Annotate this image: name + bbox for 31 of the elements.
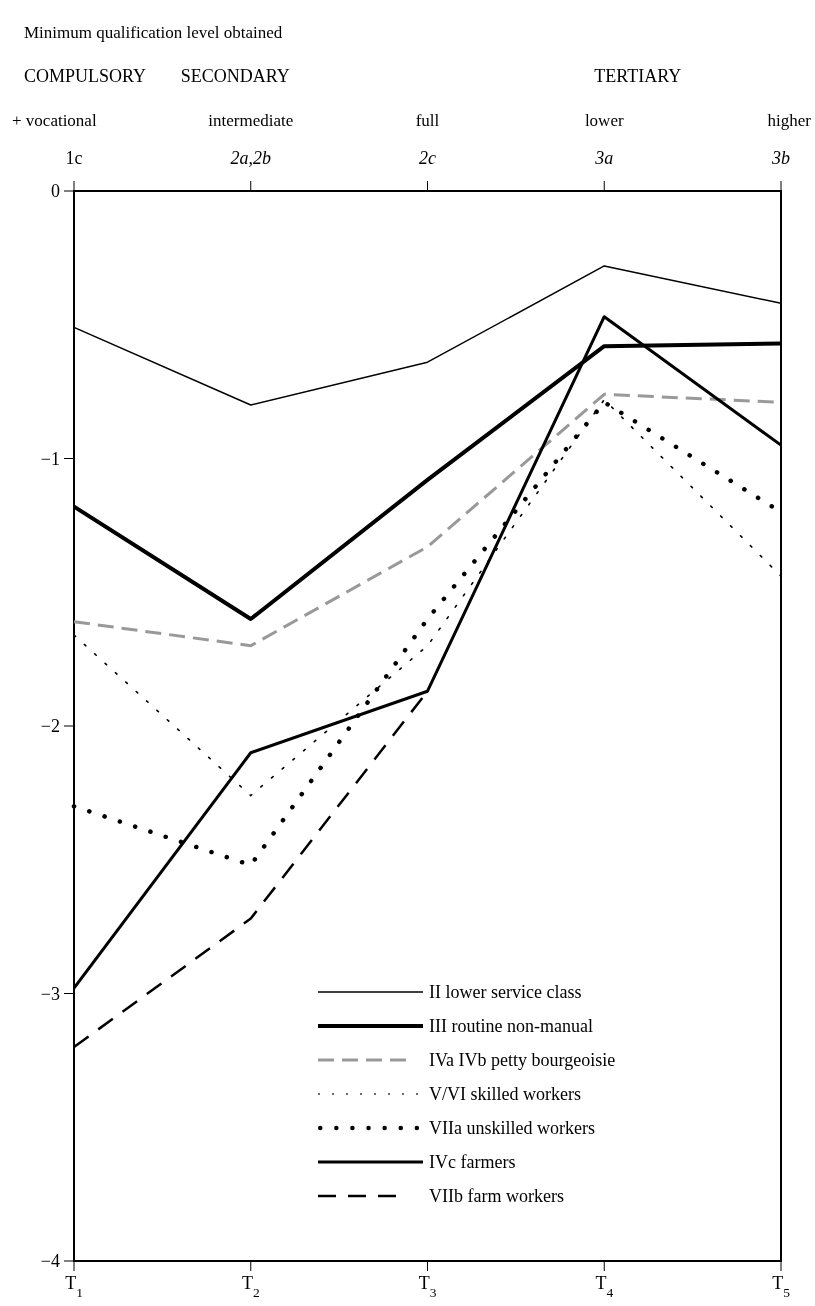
x-tick-label: T$_{1}$: [65, 1273, 83, 1300]
legend-label: III routine non-manual: [429, 1016, 593, 1037]
y-tick-label: −3: [40, 983, 60, 1004]
text: SECONDARY: [180, 66, 290, 86]
legend-label: II lower service class: [429, 982, 582, 1003]
text: TERTIARY: [594, 66, 682, 86]
y-tick-label: −2: [40, 716, 60, 737]
text: intermediate: [208, 111, 294, 130]
x-tick-label: T$_{4}$: [595, 1273, 614, 1300]
legend-label: V/VI skilled workers: [429, 1084, 581, 1105]
text: 2c: [419, 148, 436, 168]
text: 3a: [594, 148, 614, 168]
text: higher: [767, 111, 812, 130]
x-tick-label: T$_{5}$: [772, 1273, 791, 1300]
text: COMPULSORY: [24, 66, 147, 86]
text: full: [415, 111, 440, 130]
y-tick-label: −4: [40, 1251, 60, 1272]
legend-label: VIIa unskilled workers: [429, 1118, 595, 1139]
text: lower: [584, 111, 624, 130]
legend-label: VIIb farm workers: [429, 1186, 564, 1207]
text: + vocational: [12, 111, 97, 130]
legend-label: IVc farmers: [429, 1152, 516, 1173]
text: 1c: [65, 148, 83, 168]
chart-title: Minimum qualification level obtained: [24, 23, 283, 42]
y-tick-label: 0: [51, 181, 60, 202]
text: 3b: [771, 148, 790, 168]
y-tick-label: −1: [40, 448, 60, 469]
x-tick-label: T$_{2}$: [241, 1273, 260, 1300]
x-tick-label: T$_{3}$: [418, 1273, 437, 1300]
legend-label: IVa IVb petty bourgeoisie: [429, 1050, 616, 1071]
text: 2a,2b: [230, 148, 271, 168]
